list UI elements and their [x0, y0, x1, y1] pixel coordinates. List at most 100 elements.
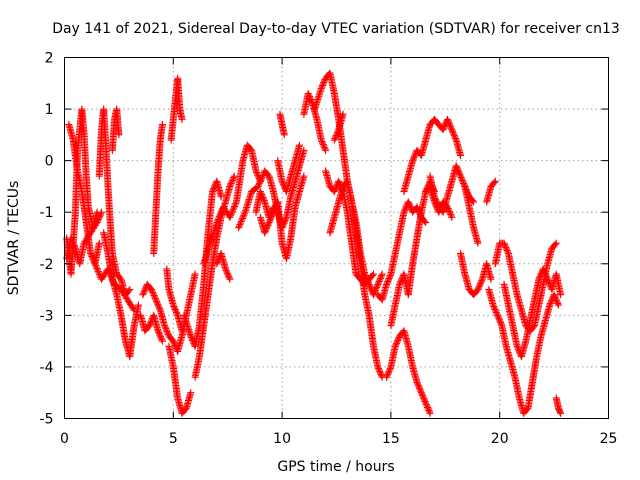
data-point: [318, 83, 326, 91]
data-point: [457, 172, 465, 180]
data-point: [264, 221, 272, 229]
data-point: [209, 186, 217, 194]
data-point: [414, 381, 422, 389]
data-point: [141, 285, 149, 293]
data-point: [236, 221, 244, 229]
data-point: [213, 219, 221, 227]
data-point: [417, 389, 425, 397]
data-point: [450, 132, 458, 140]
data-point: [440, 124, 448, 132]
data-point: [435, 208, 443, 216]
data-point: [161, 322, 169, 330]
data-point: [268, 207, 276, 215]
data-point: [392, 339, 400, 347]
data-point: [544, 275, 552, 283]
data-point: [333, 130, 341, 138]
data-point: [225, 272, 233, 280]
data-point: [425, 406, 433, 414]
data-point: [457, 151, 465, 159]
data-point: [460, 179, 468, 187]
data-point: [163, 328, 171, 336]
data-point: [97, 210, 105, 218]
data-point: [261, 229, 269, 237]
data-point: [318, 137, 326, 145]
data-point: [449, 129, 457, 137]
data-point: [409, 155, 417, 163]
data-point: [447, 210, 455, 218]
data-point: [187, 389, 195, 397]
data-point: [406, 201, 414, 209]
data-point: [464, 190, 472, 198]
data-point: [439, 126, 447, 134]
data-point: [406, 202, 414, 210]
series-t3: [63, 208, 105, 268]
data-point: [490, 303, 498, 311]
data-point: [445, 118, 453, 126]
data-point: [513, 342, 521, 350]
data-point: [104, 265, 112, 273]
data-point: [385, 275, 393, 283]
data-point: [223, 269, 231, 277]
data-point: [334, 127, 342, 135]
data-point: [155, 328, 163, 336]
data-point: [92, 220, 100, 228]
data-point: [405, 199, 413, 207]
data-point: [404, 198, 412, 206]
data-point: [546, 300, 554, 308]
data-point: [444, 117, 452, 125]
data-point: [228, 209, 236, 217]
data-point: [319, 139, 327, 147]
data-point: [170, 303, 178, 311]
data-point: [258, 192, 266, 200]
data-point: [551, 292, 559, 300]
data-point: [226, 181, 234, 189]
data-point: [162, 325, 170, 333]
data-point: [108, 274, 116, 282]
data-point: [322, 146, 330, 154]
data-point: [213, 260, 221, 268]
data-point: [156, 331, 164, 339]
data-point: [267, 209, 275, 217]
data-point: [70, 241, 78, 249]
data-point: [455, 169, 463, 177]
data-point: [187, 333, 195, 341]
data-point: [157, 333, 165, 341]
data-point: [281, 218, 289, 226]
data-point: [458, 175, 466, 183]
data-point: [554, 301, 562, 309]
series-t38: [491, 239, 560, 335]
series-t19: [256, 172, 308, 263]
data-point: [228, 178, 236, 186]
data-point: [364, 277, 372, 285]
data-point: [535, 275, 543, 283]
data-point: [268, 206, 276, 214]
data-point: [261, 227, 269, 235]
data-point: [445, 120, 453, 128]
data-point: [115, 131, 123, 139]
data-point: [335, 177, 343, 185]
data-point: [451, 133, 459, 141]
data-point: [227, 179, 235, 187]
series-t15: [191, 172, 238, 381]
data-point: [107, 271, 115, 279]
data-point: [319, 140, 327, 148]
data-point: [375, 366, 383, 374]
data-point: [504, 248, 512, 256]
data-point: [460, 181, 468, 189]
data-point: [540, 268, 548, 276]
data-point: [253, 170, 261, 178]
data-point: [400, 208, 408, 216]
data-point: [93, 219, 101, 227]
data-point: [422, 219, 430, 227]
data-point: [153, 297, 161, 305]
series-t26: [326, 177, 386, 299]
data-point: [129, 305, 137, 313]
data-point: [552, 239, 560, 247]
data-point: [502, 244, 510, 252]
data-point: [259, 193, 267, 201]
data-point: [394, 335, 402, 343]
data-point: [444, 205, 452, 213]
data-point: [94, 216, 102, 224]
y-tick-labels: -5 -4 -3 -2 -1 0 1 2: [40, 51, 54, 428]
